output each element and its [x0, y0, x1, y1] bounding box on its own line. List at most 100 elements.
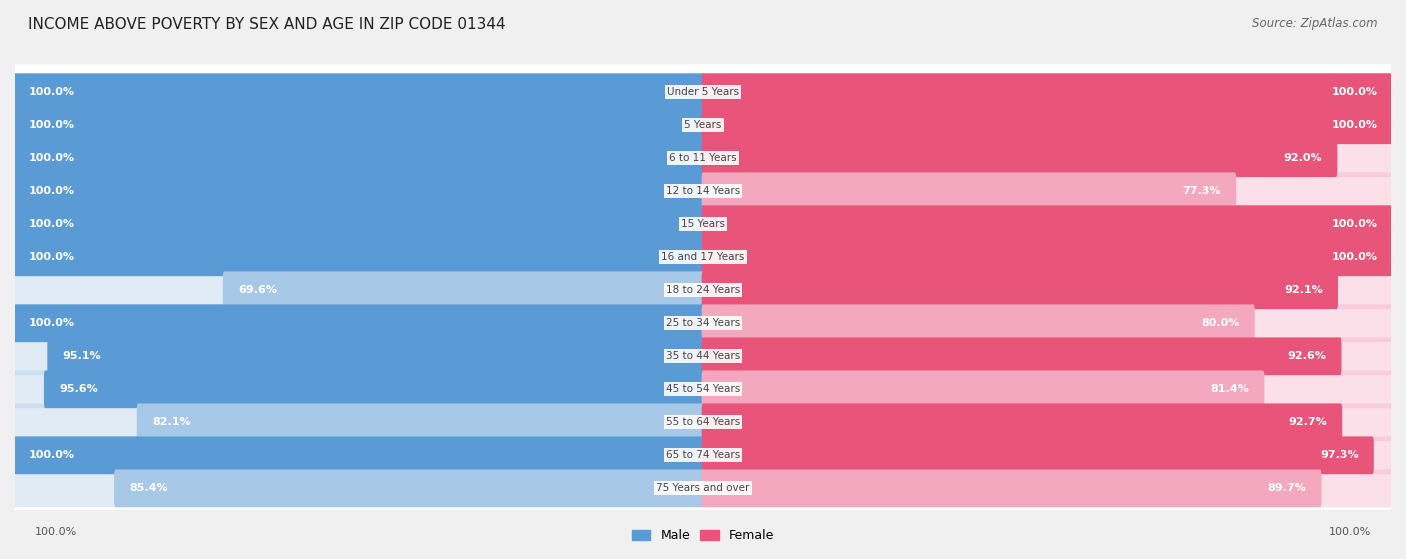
FancyBboxPatch shape [702, 172, 1392, 210]
Text: 95.6%: 95.6% [59, 384, 98, 394]
FancyBboxPatch shape [702, 73, 1392, 111]
Text: 97.3%: 97.3% [1320, 451, 1358, 460]
FancyBboxPatch shape [14, 305, 704, 342]
Text: 100.0%: 100.0% [28, 153, 75, 163]
FancyBboxPatch shape [136, 404, 704, 441]
FancyBboxPatch shape [114, 470, 704, 507]
FancyBboxPatch shape [13, 328, 1393, 385]
Text: 100.0%: 100.0% [1331, 219, 1378, 229]
Text: 100.0%: 100.0% [28, 186, 75, 196]
FancyBboxPatch shape [13, 295, 1393, 352]
FancyBboxPatch shape [13, 130, 1393, 186]
Text: 85.4%: 85.4% [129, 484, 167, 494]
FancyBboxPatch shape [702, 305, 1392, 342]
FancyBboxPatch shape [13, 427, 1393, 484]
Text: 100.0%: 100.0% [28, 87, 75, 97]
FancyBboxPatch shape [702, 106, 1392, 144]
Text: 65 to 74 Years: 65 to 74 Years [666, 451, 740, 460]
FancyBboxPatch shape [702, 437, 1374, 474]
FancyBboxPatch shape [702, 106, 1392, 144]
FancyBboxPatch shape [14, 172, 704, 210]
Text: 15 Years: 15 Years [681, 219, 725, 229]
Text: 35 to 44 Years: 35 to 44 Years [666, 351, 740, 361]
Legend: Male, Female: Male, Female [627, 524, 779, 547]
Text: 100.0%: 100.0% [28, 120, 75, 130]
Text: 80.0%: 80.0% [1201, 318, 1240, 328]
FancyBboxPatch shape [702, 139, 1392, 177]
Text: 100.0%: 100.0% [1329, 527, 1371, 537]
Text: Under 5 Years: Under 5 Years [666, 87, 740, 97]
FancyBboxPatch shape [702, 73, 1392, 111]
FancyBboxPatch shape [222, 272, 704, 309]
FancyBboxPatch shape [702, 139, 1337, 177]
FancyBboxPatch shape [14, 470, 704, 507]
Text: 89.7%: 89.7% [1268, 484, 1306, 494]
Text: INCOME ABOVE POVERTY BY SEX AND AGE IN ZIP CODE 01344: INCOME ABOVE POVERTY BY SEX AND AGE IN Z… [28, 17, 506, 32]
FancyBboxPatch shape [702, 272, 1392, 309]
FancyBboxPatch shape [14, 106, 704, 144]
FancyBboxPatch shape [14, 338, 704, 375]
Text: 6 to 11 Years: 6 to 11 Years [669, 153, 737, 163]
FancyBboxPatch shape [14, 272, 704, 309]
FancyBboxPatch shape [14, 205, 704, 243]
Text: 100.0%: 100.0% [28, 252, 75, 262]
FancyBboxPatch shape [14, 139, 704, 177]
Text: 18 to 24 Years: 18 to 24 Years [666, 285, 740, 295]
FancyBboxPatch shape [14, 205, 704, 243]
FancyBboxPatch shape [702, 338, 1392, 375]
FancyBboxPatch shape [702, 371, 1392, 408]
FancyBboxPatch shape [48, 338, 704, 375]
Text: 100.0%: 100.0% [1331, 252, 1378, 262]
FancyBboxPatch shape [702, 305, 1254, 342]
FancyBboxPatch shape [14, 305, 704, 342]
Text: 25 to 34 Years: 25 to 34 Years [666, 318, 740, 328]
Text: 100.0%: 100.0% [1331, 120, 1378, 130]
FancyBboxPatch shape [14, 139, 704, 177]
Text: 100.0%: 100.0% [35, 527, 77, 537]
FancyBboxPatch shape [14, 238, 704, 276]
FancyBboxPatch shape [702, 404, 1343, 441]
Text: 5 Years: 5 Years [685, 120, 721, 130]
Text: 95.1%: 95.1% [62, 351, 101, 361]
FancyBboxPatch shape [13, 64, 1393, 120]
FancyBboxPatch shape [13, 262, 1393, 319]
FancyBboxPatch shape [702, 172, 1236, 210]
Text: Source: ZipAtlas.com: Source: ZipAtlas.com [1253, 17, 1378, 30]
FancyBboxPatch shape [702, 338, 1341, 375]
Text: 12 to 14 Years: 12 to 14 Years [666, 186, 740, 196]
Text: 45 to 54 Years: 45 to 54 Years [666, 384, 740, 394]
FancyBboxPatch shape [14, 404, 704, 441]
Text: 92.6%: 92.6% [1288, 351, 1326, 361]
Text: 81.4%: 81.4% [1211, 384, 1250, 394]
FancyBboxPatch shape [702, 404, 1392, 441]
Text: 69.6%: 69.6% [238, 285, 277, 295]
FancyBboxPatch shape [13, 196, 1393, 252]
FancyBboxPatch shape [13, 361, 1393, 418]
FancyBboxPatch shape [13, 97, 1393, 153]
Text: 77.3%: 77.3% [1182, 186, 1220, 196]
Text: 100.0%: 100.0% [28, 318, 75, 328]
FancyBboxPatch shape [14, 106, 704, 144]
FancyBboxPatch shape [702, 238, 1392, 276]
FancyBboxPatch shape [13, 229, 1393, 285]
FancyBboxPatch shape [14, 73, 704, 111]
Text: 100.0%: 100.0% [1331, 87, 1378, 97]
Text: 55 to 64 Years: 55 to 64 Years [666, 418, 740, 427]
FancyBboxPatch shape [702, 238, 1392, 276]
FancyBboxPatch shape [14, 73, 704, 111]
FancyBboxPatch shape [14, 437, 704, 474]
Text: 75 Years and over: 75 Years and over [657, 484, 749, 494]
Text: 100.0%: 100.0% [28, 451, 75, 460]
FancyBboxPatch shape [13, 163, 1393, 219]
FancyBboxPatch shape [702, 272, 1339, 309]
FancyBboxPatch shape [13, 460, 1393, 517]
Text: 16 and 17 Years: 16 and 17 Years [661, 252, 745, 262]
Text: 100.0%: 100.0% [28, 219, 75, 229]
FancyBboxPatch shape [44, 371, 704, 408]
Text: 82.1%: 82.1% [152, 418, 191, 427]
Text: 92.7%: 92.7% [1288, 418, 1327, 427]
FancyBboxPatch shape [702, 437, 1392, 474]
Text: 92.1%: 92.1% [1284, 285, 1323, 295]
FancyBboxPatch shape [14, 172, 704, 210]
FancyBboxPatch shape [14, 437, 704, 474]
